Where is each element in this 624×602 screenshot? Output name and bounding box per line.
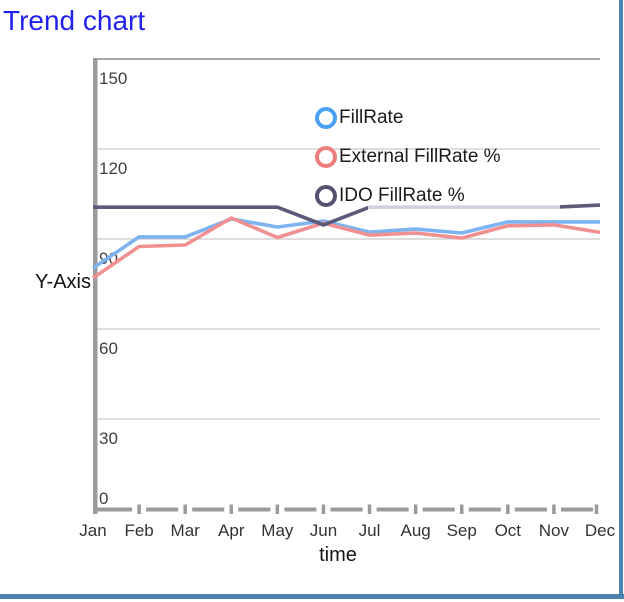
x-axis-tick [413,504,418,514]
x-axis-tick [229,504,234,514]
panel-border-bottom [0,594,624,599]
legend-marker-circle-icon [315,185,337,207]
x-axis-tick [183,504,187,514]
x-axis-tick [275,504,280,514]
x-tick-label-jun: Jun [310,521,337,540]
y-tick-label-120: 120 [99,159,127,178]
x-axis-tick [367,504,372,514]
legend-label: External FillRate % [339,146,501,167]
y-tick-label-0: 0 [99,489,108,508]
x-tick-label-jul: Jul [359,521,381,540]
legend-marker-circle-icon [315,107,337,129]
x-axis-tick [552,504,556,514]
panel-border-right [619,0,623,599]
legend-item-external-fillrate[interactable]: External FillRate % [315,145,501,169]
x-tick-label-sep: Sep [447,521,477,540]
series-line-external-fillrate [91,216,601,280]
y-tick-label-60: 60 [99,339,118,358]
x-axis-title: time [319,544,357,566]
x-axis-tick [506,504,510,514]
x-tick-label-jan: Jan [79,521,106,540]
legend-item-fillrate[interactable]: FillRate [315,106,501,130]
legend-item-ido-fillrate[interactable]: IDO FillRate % [315,184,501,208]
x-tick-label-oct: Oct [495,521,522,540]
x-tick-label-feb: Feb [124,521,153,540]
x-axis-tick [459,504,464,514]
x-axis-tick [137,504,141,514]
x-tick-label-aug: Aug [401,521,431,540]
x-axis-tick [321,504,326,514]
legend-backdrop-edge [368,202,560,212]
x-tick-label-nov: Nov [539,521,570,540]
x-tick-label-may: May [261,521,294,540]
x-tick-label-dec: Dec [585,521,616,540]
y-axis-line [93,58,98,514]
series-line-fillrate [91,217,600,270]
legend-label: FillRate [339,107,404,128]
y-tick-label-30: 30 [99,429,118,448]
legend-marker-circle-icon [315,146,337,168]
x-axis-tick [594,504,599,514]
x-tick-label-mar: Mar [171,521,201,540]
chart-legend: FillRate External FillRate % IDO FillRate … [315,106,501,208]
page-title: Trend chart [3,5,146,36]
x-tick-label-apr: Apr [218,521,245,540]
y-axis-title: Y-Axis [35,271,91,293]
legend-label: IDO FillRate % [339,185,465,206]
y-tick-label-150: 150 [99,69,127,88]
